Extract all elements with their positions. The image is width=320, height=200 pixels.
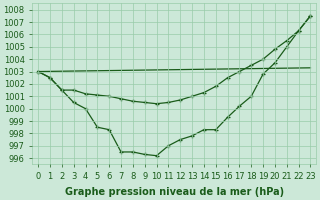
X-axis label: Graphe pression niveau de la mer (hPa): Graphe pression niveau de la mer (hPa) [65, 187, 284, 197]
